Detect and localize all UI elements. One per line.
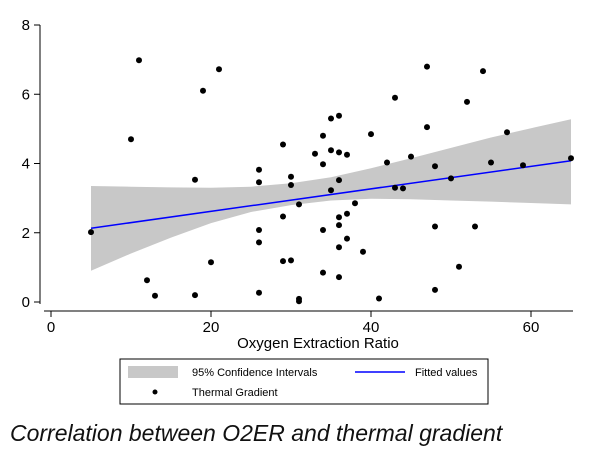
legend-label-fit: Fitted values — [415, 367, 478, 379]
x-tick-label: 40 — [363, 319, 380, 336]
legend: 95% Confidence Intervals Fitted values T… — [119, 358, 489, 405]
data-point — [336, 177, 342, 184]
data-point — [344, 235, 350, 242]
y-tick-label: 4 — [22, 156, 30, 173]
data-point — [152, 292, 158, 299]
data-point — [344, 151, 350, 158]
data-point — [480, 68, 486, 75]
legend-label-points: Thermal Gradient — [192, 387, 278, 399]
data-point — [320, 161, 326, 168]
data-point — [360, 248, 366, 255]
data-point — [128, 136, 134, 143]
data-point — [384, 159, 390, 166]
data-point — [352, 200, 358, 207]
data-point — [368, 131, 374, 138]
data-point — [208, 259, 214, 266]
data-point — [256, 179, 262, 186]
data-point — [280, 141, 286, 148]
x-tick-label: 20 — [203, 319, 220, 336]
data-point — [192, 292, 198, 299]
data-point — [88, 229, 94, 236]
data-point — [256, 289, 262, 296]
data-point — [320, 132, 326, 139]
data-point — [432, 163, 438, 170]
data-point — [408, 153, 414, 160]
data-point — [520, 162, 526, 169]
data-point — [296, 201, 302, 208]
data-point — [320, 227, 326, 233]
data-point — [144, 277, 150, 284]
data-point — [432, 223, 438, 230]
data-point — [296, 298, 302, 305]
data-point — [488, 159, 494, 166]
data-point — [344, 210, 350, 217]
data-point — [424, 124, 430, 131]
data-point — [336, 274, 342, 281]
y-tick-label: 6 — [22, 86, 30, 103]
axes: 0 20 40 60 0 2 4 6 8 — [22, 17, 573, 336]
data-point — [288, 257, 294, 264]
data-point — [288, 173, 294, 180]
data-point — [392, 184, 398, 191]
data-point — [336, 112, 342, 119]
data-point — [280, 213, 286, 220]
plot-area — [88, 57, 574, 305]
data-point — [192, 176, 198, 183]
y-tick-label: 8 — [22, 17, 30, 34]
data-point — [392, 94, 398, 101]
y-tick-label: 0 — [22, 294, 30, 311]
data-point — [256, 166, 262, 173]
data-point — [320, 269, 326, 276]
x-tick-label: 0 — [47, 319, 55, 336]
x-axis-title: Oxygen Extraction Ratio — [237, 335, 399, 352]
data-point — [328, 147, 334, 154]
data-point — [200, 87, 206, 94]
legend-ci-swatch — [128, 366, 178, 378]
figure-caption: Correlation between O2ER and thermal gra… — [10, 420, 503, 446]
data-point — [288, 182, 294, 188]
data-point — [504, 129, 510, 136]
chart-background — [0, 0, 597, 420]
data-point — [256, 227, 262, 233]
legend-point-swatch — [152, 389, 158, 395]
data-point — [400, 185, 406, 192]
data-point — [312, 150, 318, 157]
data-point — [136, 57, 142, 64]
x-tick-label: 60 — [523, 319, 540, 336]
data-point — [336, 214, 342, 221]
data-point — [472, 223, 478, 230]
scatter-chart: 0 20 40 60 0 2 4 6 8 Oxygen Extraction Ratio 95%… — [0, 0, 597, 420]
data-point — [256, 239, 262, 246]
fitted-line — [90, 159, 572, 229]
data-point — [464, 98, 470, 105]
data-point — [424, 63, 430, 70]
data-point — [216, 66, 222, 73]
data-point — [448, 175, 454, 182]
data-point — [456, 263, 462, 270]
legend-label-ci: 95% Confidence Intervals — [192, 367, 318, 379]
data-point — [280, 258, 286, 265]
data-point — [336, 222, 342, 229]
data-point — [328, 187, 334, 194]
data-point — [568, 155, 574, 162]
data-point — [432, 286, 438, 293]
y-tick-label: 2 — [22, 225, 30, 242]
data-point — [336, 244, 342, 251]
data-point — [328, 115, 334, 122]
legend-box — [119, 358, 489, 405]
data-point — [336, 149, 342, 156]
data-point — [376, 295, 382, 302]
